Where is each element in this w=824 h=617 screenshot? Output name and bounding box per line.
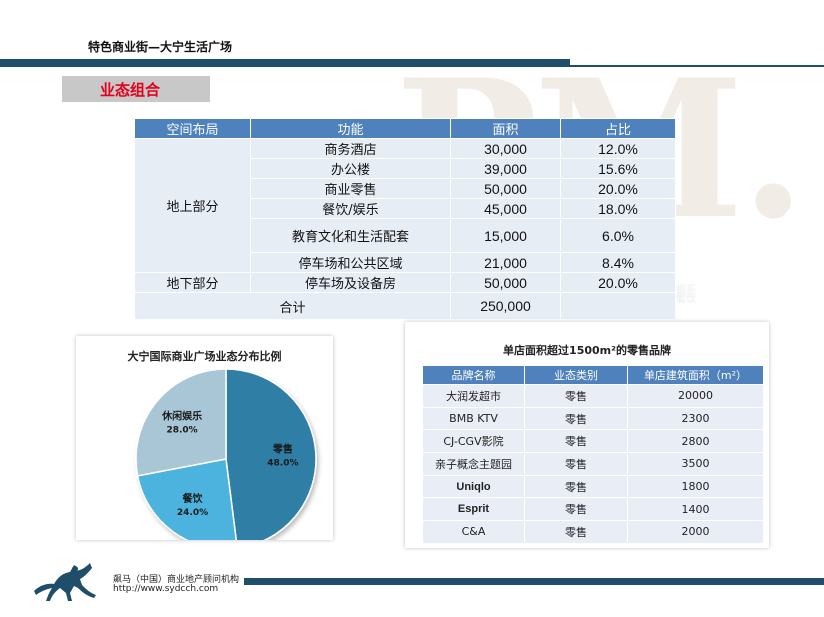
table-row: Esprit 零售 1400 xyxy=(422,497,764,522)
brand-category-cell: 零售 xyxy=(524,429,628,454)
function-cell: 教育文化和生活配套 xyxy=(250,218,451,253)
header-cell: 面积 xyxy=(450,118,561,139)
pie-chart-title: 大宁国际商业广场业态分布比例 xyxy=(127,350,282,363)
header-cell: 业态类别 xyxy=(524,365,628,385)
brand-area-cell: 1800 xyxy=(627,474,764,499)
function-cell: 餐饮/娱乐 xyxy=(250,198,451,219)
header-cell: 空间布局 xyxy=(134,118,251,139)
header-cell: 品牌名称 xyxy=(422,365,525,385)
table-row: BMB KTV 零售 2300 xyxy=(422,406,764,431)
header-cell: 占比 xyxy=(560,118,676,139)
function-cell: 停车场及设备房 xyxy=(250,272,451,293)
pie-slice xyxy=(225,368,317,540)
brand-category-cell: 零售 xyxy=(524,384,628,408)
area-cell: 15,000 xyxy=(450,218,561,253)
pie-slice-value: 48.0% xyxy=(267,458,298,468)
function-cell: 办公楼 xyxy=(250,158,451,179)
ratio-cell: 12.0% xyxy=(560,138,676,159)
page-header-title: 特色商业街—大宁生活广场 xyxy=(88,40,233,54)
brand-name-cell: CJ-CGV影院 xyxy=(422,429,525,454)
total-row: 合计 250,000 xyxy=(134,292,676,320)
pie-chart-panel: 大宁国际商业广场业态分布比例 零售 48.0% 餐饮 24.0% 休闲娱乐 28.0% xyxy=(76,336,333,540)
group-below-cell: 地下部分 xyxy=(134,272,251,293)
table-row: 餐饮/娱乐 45,000 18.0% xyxy=(135,198,676,219)
brand-category-cell: 零售 xyxy=(524,406,628,431)
table-row: 教育文化和生活配套 15,000 6.0% xyxy=(135,218,676,253)
table-row: 大润发超市 零售 20000 xyxy=(422,384,764,408)
brand-table-header: 品牌名称 业态类别 单店建筑面积（m²） xyxy=(422,365,764,385)
ratio-cell: 20.0% xyxy=(560,178,676,199)
brand-category-cell: 零售 xyxy=(524,520,628,544)
header-bar xyxy=(0,59,570,67)
area-cell: 39,000 xyxy=(450,158,561,179)
brand-name-cell: Esprit xyxy=(422,497,525,522)
table-row: CJ-CGV影院 零售 2800 xyxy=(422,429,764,454)
pie-chart: 零售 48.0% 餐饮 24.0% 休闲娱乐 28.0% xyxy=(135,368,317,540)
brand-category-cell: 零售 xyxy=(524,452,628,476)
pie-slice-value: 28.0% xyxy=(166,426,197,436)
brand-area-cell: 2800 xyxy=(627,429,764,454)
table-row: 停车场和公共区域 21,000 8.4% xyxy=(135,252,676,273)
header-cell: 功能 xyxy=(250,118,451,139)
header-bar-thin xyxy=(570,65,824,67)
pie-slice xyxy=(136,458,237,540)
group-above-cell: 地上部分 xyxy=(134,138,251,273)
brand-category-cell: 零售 xyxy=(524,497,628,522)
total-ratio-cell xyxy=(560,292,676,320)
brand-name-cell: 亲子概念主题园 xyxy=(422,452,525,476)
function-cell: 停车场和公共区域 xyxy=(250,252,451,273)
table-row: C&A 零售 2000 xyxy=(422,520,764,544)
brand-table: 品牌名称 业态类别 单店建筑面积（m²） 大润发超市 零售 20000 BMB KTV… xyxy=(422,365,764,544)
brand-area-cell: 1400 xyxy=(627,497,764,522)
brand-name-cell: 大润发超市 xyxy=(422,384,525,408)
brand-area-cell: 3500 xyxy=(627,452,764,476)
table-row: 办公楼 39,000 15.6% xyxy=(135,158,676,179)
ratio-cell: 18.0% xyxy=(560,198,676,219)
total-area-cell: 250,000 xyxy=(450,292,561,320)
footer-org-name: 飙马（中国）商业地产顾问机构 xyxy=(113,575,240,585)
brand-area-cell: 20000 xyxy=(627,384,764,408)
brand-name-cell: BMB KTV xyxy=(422,406,525,431)
area-cell: 21,000 xyxy=(450,252,561,273)
functions-table: 空间布局 功能 面积 占比 地上部分 商务酒店 30,000 12.0% 办公楼… xyxy=(134,118,676,320)
ratio-cell: 20.0% xyxy=(560,272,676,293)
section-tag-label: 业态组合 xyxy=(100,81,161,99)
area-cell: 45,000 xyxy=(450,198,561,219)
table-row: 地上部分 商务酒店 30,000 12.0% xyxy=(134,138,676,273)
area-cell: 50,000 xyxy=(450,272,561,293)
function-cell: 商务酒店 xyxy=(250,138,451,159)
footer-url[interactable]: http://www.sydcch.com xyxy=(113,584,219,594)
brand-name-cell: C&A xyxy=(422,520,525,544)
table-row: 亲子概念主题园 零售 3500 xyxy=(422,452,764,476)
horse-logo-icon xyxy=(34,563,96,601)
table-row: Uniqlo 零售 1800 xyxy=(422,474,764,499)
brand-panel-title: 单店面积超过1500m²的零售品牌 xyxy=(503,344,671,357)
ratio-cell: 8.4% xyxy=(560,252,676,273)
ratio-cell: 15.6% xyxy=(560,158,676,179)
pie-slice-label: 休闲娱乐 xyxy=(161,410,202,423)
overlay-text: 娱乐餐饮 xyxy=(676,285,696,305)
header-cell: 单店建筑面积（m²） xyxy=(627,365,764,385)
area-cell: 50,000 xyxy=(450,178,561,199)
pie-slice-label: 零售 xyxy=(272,442,293,455)
brand-panel: 单店面积超过1500m²的零售品牌 品牌名称 业态类别 单店建筑面积（m²） 大… xyxy=(405,322,769,548)
table-row: 地下部分 停车场及设备房 50,000 20.0% xyxy=(134,272,676,293)
functions-table-header: 空间布局 功能 面积 占比 xyxy=(134,118,676,139)
total-label-cell: 合计 xyxy=(134,292,451,320)
pie-slice-value: 24.0% xyxy=(177,508,208,518)
pie-slice xyxy=(135,368,227,477)
area-cell: 30,000 xyxy=(450,138,561,159)
brand-area-cell: 2000 xyxy=(627,520,764,544)
function-cell: 商业零售 xyxy=(250,178,451,199)
ratio-cell: 6.0% xyxy=(560,218,676,253)
brand-category-cell: 零售 xyxy=(524,474,628,499)
brand-area-cell: 2300 xyxy=(627,406,764,431)
pie-slice-label: 餐饮 xyxy=(181,492,203,505)
section-tag: 业态组合 xyxy=(62,76,210,102)
footer-bar xyxy=(244,578,824,585)
brand-name-cell: Uniqlo xyxy=(422,474,525,499)
